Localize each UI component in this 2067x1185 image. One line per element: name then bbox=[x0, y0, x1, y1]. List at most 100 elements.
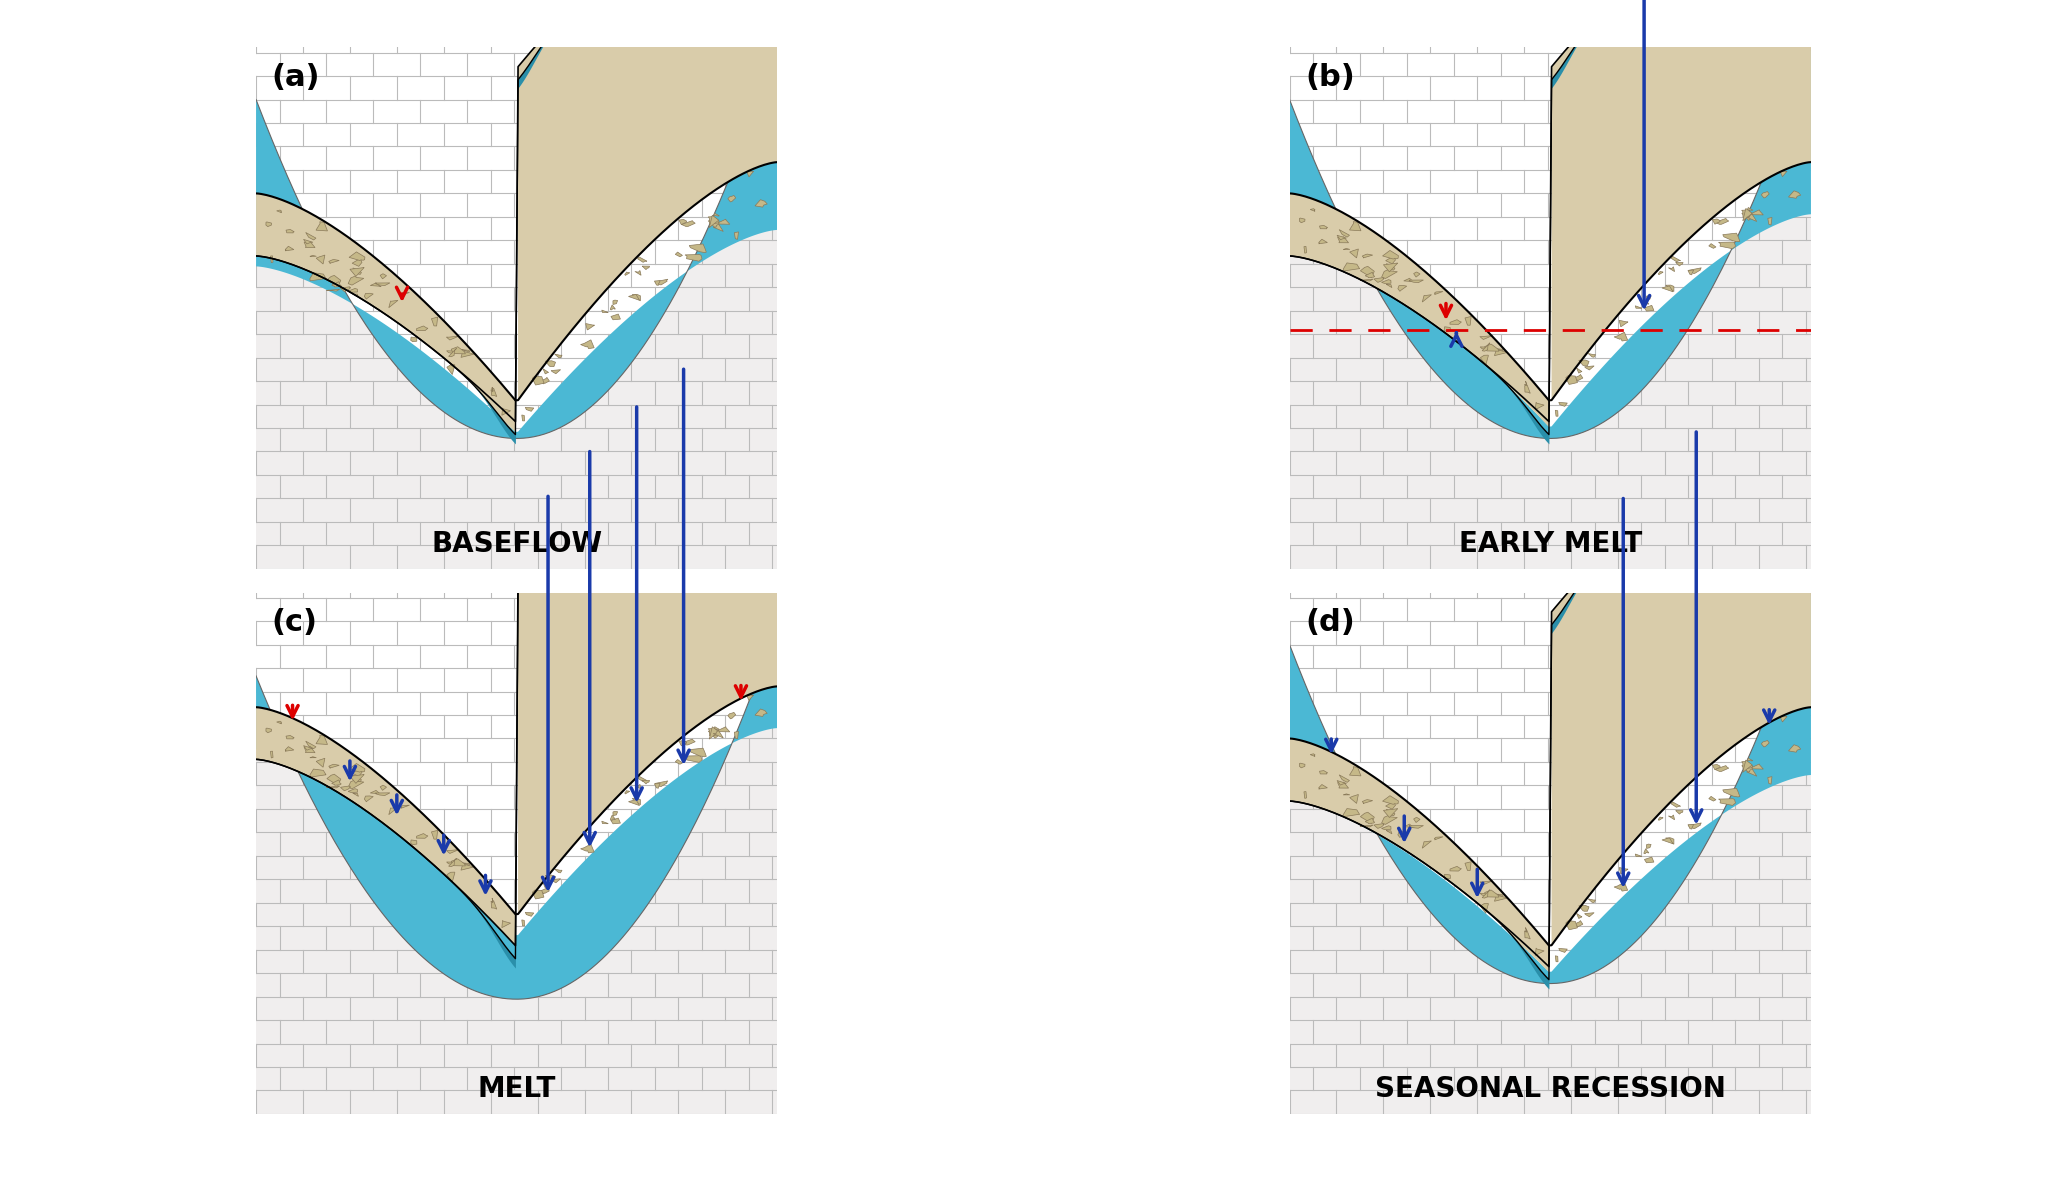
Polygon shape bbox=[461, 350, 469, 352]
Polygon shape bbox=[1387, 809, 1395, 815]
Polygon shape bbox=[655, 783, 659, 788]
Polygon shape bbox=[688, 244, 707, 252]
Polygon shape bbox=[490, 387, 494, 392]
Polygon shape bbox=[709, 218, 719, 228]
Polygon shape bbox=[461, 864, 473, 870]
Polygon shape bbox=[401, 805, 409, 808]
Polygon shape bbox=[411, 840, 418, 845]
Polygon shape bbox=[1554, 956, 1559, 962]
Polygon shape bbox=[1414, 273, 1420, 277]
Polygon shape bbox=[1689, 822, 1701, 828]
Polygon shape bbox=[1689, 825, 1693, 830]
Polygon shape bbox=[256, 47, 777, 569]
Polygon shape bbox=[310, 273, 327, 281]
Polygon shape bbox=[635, 784, 641, 789]
Polygon shape bbox=[678, 219, 686, 225]
Polygon shape bbox=[635, 270, 641, 275]
Polygon shape bbox=[1523, 928, 1528, 933]
Polygon shape bbox=[1761, 741, 1769, 747]
Polygon shape bbox=[349, 252, 366, 261]
Polygon shape bbox=[633, 799, 641, 805]
Polygon shape bbox=[1290, 47, 1811, 569]
Polygon shape bbox=[1767, 776, 1771, 784]
Polygon shape bbox=[1381, 280, 1391, 283]
Polygon shape bbox=[380, 786, 387, 790]
Polygon shape bbox=[1554, 410, 1559, 416]
Polygon shape bbox=[475, 526, 558, 968]
Polygon shape bbox=[306, 741, 316, 749]
Polygon shape bbox=[1449, 320, 1461, 325]
Polygon shape bbox=[1387, 831, 1391, 834]
Polygon shape bbox=[1381, 826, 1391, 829]
Polygon shape bbox=[1525, 930, 1530, 939]
Polygon shape bbox=[451, 347, 465, 354]
Polygon shape bbox=[1360, 280, 1372, 281]
Polygon shape bbox=[1689, 268, 1701, 274]
Polygon shape bbox=[1300, 763, 1304, 768]
Polygon shape bbox=[1643, 848, 1649, 853]
Polygon shape bbox=[256, 193, 515, 422]
Polygon shape bbox=[331, 780, 341, 786]
Polygon shape bbox=[1385, 801, 1395, 809]
Polygon shape bbox=[1337, 236, 1346, 239]
Polygon shape bbox=[389, 300, 399, 308]
Polygon shape bbox=[709, 729, 719, 738]
Polygon shape bbox=[492, 901, 496, 909]
Polygon shape bbox=[256, 707, 515, 946]
Polygon shape bbox=[1742, 211, 1753, 220]
Polygon shape bbox=[1761, 192, 1769, 198]
Polygon shape bbox=[1747, 207, 1753, 210]
Polygon shape bbox=[1350, 222, 1360, 231]
Polygon shape bbox=[1410, 280, 1424, 283]
Polygon shape bbox=[1711, 219, 1720, 224]
Polygon shape bbox=[256, 623, 777, 1114]
Polygon shape bbox=[1635, 854, 1641, 857]
Polygon shape bbox=[1364, 818, 1375, 824]
Polygon shape bbox=[331, 282, 341, 287]
Polygon shape bbox=[1668, 815, 1674, 820]
Polygon shape bbox=[316, 758, 325, 767]
Text: BASEFLOW: BASEFLOW bbox=[432, 531, 601, 558]
Polygon shape bbox=[1319, 239, 1327, 244]
Polygon shape bbox=[1742, 209, 1753, 220]
Polygon shape bbox=[451, 859, 465, 866]
Polygon shape bbox=[1567, 921, 1577, 930]
Polygon shape bbox=[1767, 218, 1771, 225]
Polygon shape bbox=[684, 255, 703, 261]
Polygon shape bbox=[1290, 57, 1559, 427]
Polygon shape bbox=[256, 57, 525, 433]
Polygon shape bbox=[542, 888, 550, 893]
Polygon shape bbox=[1319, 770, 1327, 774]
Polygon shape bbox=[329, 260, 339, 263]
Polygon shape bbox=[267, 728, 271, 732]
Polygon shape bbox=[351, 258, 362, 267]
Polygon shape bbox=[1383, 808, 1397, 818]
Polygon shape bbox=[1780, 717, 1788, 722]
Polygon shape bbox=[349, 763, 366, 773]
Polygon shape bbox=[401, 293, 409, 295]
Text: (d): (d) bbox=[1304, 608, 1356, 638]
Polygon shape bbox=[446, 365, 455, 374]
Polygon shape bbox=[682, 220, 695, 226]
Polygon shape bbox=[492, 389, 496, 397]
Polygon shape bbox=[546, 875, 556, 880]
Polygon shape bbox=[1364, 273, 1375, 277]
Polygon shape bbox=[1414, 818, 1420, 822]
Polygon shape bbox=[1319, 225, 1327, 229]
Polygon shape bbox=[353, 793, 358, 796]
Polygon shape bbox=[546, 360, 556, 366]
Polygon shape bbox=[1662, 286, 1672, 292]
Polygon shape bbox=[415, 326, 428, 331]
Polygon shape bbox=[1310, 209, 1315, 211]
Polygon shape bbox=[1362, 254, 1372, 258]
Polygon shape bbox=[446, 351, 461, 353]
Polygon shape bbox=[1509, 23, 1592, 444]
Polygon shape bbox=[1722, 233, 1740, 242]
Polygon shape bbox=[1587, 353, 1596, 357]
Polygon shape bbox=[1552, 0, 1811, 401]
Polygon shape bbox=[1387, 263, 1395, 270]
Polygon shape bbox=[610, 815, 616, 820]
Polygon shape bbox=[1742, 761, 1753, 769]
Polygon shape bbox=[1722, 788, 1740, 798]
Polygon shape bbox=[519, 0, 777, 401]
